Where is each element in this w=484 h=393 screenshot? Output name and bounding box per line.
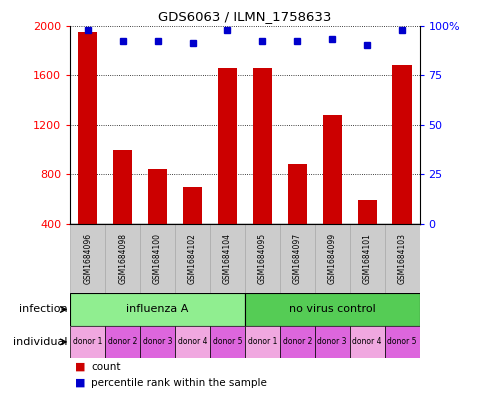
Text: GSM1684097: GSM1684097 xyxy=(292,233,301,284)
Bar xyxy=(392,65,411,224)
Text: infection: infection xyxy=(19,305,68,314)
Bar xyxy=(384,224,419,293)
Text: donor 5: donor 5 xyxy=(387,338,416,346)
Text: donor 2: donor 2 xyxy=(108,338,137,346)
Text: count: count xyxy=(91,362,121,372)
Bar xyxy=(105,224,140,293)
Text: donor 5: donor 5 xyxy=(212,338,242,346)
Bar xyxy=(349,326,384,358)
Bar xyxy=(175,326,210,358)
Text: percentile rank within the sample: percentile rank within the sample xyxy=(91,378,267,387)
Text: influenza A: influenza A xyxy=(126,305,188,314)
Text: donor 4: donor 4 xyxy=(352,338,381,346)
Text: GSM1684100: GSM1684100 xyxy=(153,233,162,284)
Bar xyxy=(182,187,202,224)
Bar xyxy=(70,326,105,358)
Bar xyxy=(314,224,349,293)
Text: GSM1684099: GSM1684099 xyxy=(327,233,336,284)
Text: GSM1684102: GSM1684102 xyxy=(188,233,197,284)
Bar xyxy=(140,224,175,293)
Bar xyxy=(210,224,244,293)
Bar xyxy=(384,326,419,358)
Text: GSM1684098: GSM1684098 xyxy=(118,233,127,284)
Text: ■: ■ xyxy=(75,362,86,372)
Text: no virus control: no virus control xyxy=(288,305,375,314)
Text: GSM1684104: GSM1684104 xyxy=(223,233,231,284)
Bar xyxy=(175,224,210,293)
Bar xyxy=(349,224,384,293)
Text: GSM1684103: GSM1684103 xyxy=(397,233,406,284)
Bar xyxy=(287,164,306,224)
Bar xyxy=(322,115,341,224)
Text: donor 1: donor 1 xyxy=(73,338,102,346)
Text: ■: ■ xyxy=(75,378,86,387)
Text: donor 3: donor 3 xyxy=(317,338,346,346)
Text: GSM1684095: GSM1684095 xyxy=(257,233,266,284)
Bar xyxy=(357,200,376,224)
Bar xyxy=(105,326,140,358)
Bar xyxy=(78,32,97,224)
Bar xyxy=(217,68,237,224)
Bar xyxy=(244,326,279,358)
Bar xyxy=(70,293,244,326)
Text: GSM1684101: GSM1684101 xyxy=(362,233,371,284)
Bar xyxy=(140,326,175,358)
Bar xyxy=(314,326,349,358)
Text: individual: individual xyxy=(14,337,68,347)
Bar xyxy=(244,224,279,293)
Bar xyxy=(252,68,272,224)
Text: donor 1: donor 1 xyxy=(247,338,276,346)
Text: GSM1684096: GSM1684096 xyxy=(83,233,92,284)
Bar xyxy=(279,326,314,358)
Bar xyxy=(148,169,167,224)
Bar xyxy=(279,224,314,293)
Title: GDS6063 / ILMN_1758633: GDS6063 / ILMN_1758633 xyxy=(158,10,331,23)
Bar xyxy=(210,326,244,358)
Text: donor 4: donor 4 xyxy=(178,338,207,346)
Bar xyxy=(244,293,419,326)
Bar xyxy=(113,150,132,224)
Text: donor 3: donor 3 xyxy=(143,338,172,346)
Bar xyxy=(70,224,105,293)
Text: donor 2: donor 2 xyxy=(282,338,311,346)
